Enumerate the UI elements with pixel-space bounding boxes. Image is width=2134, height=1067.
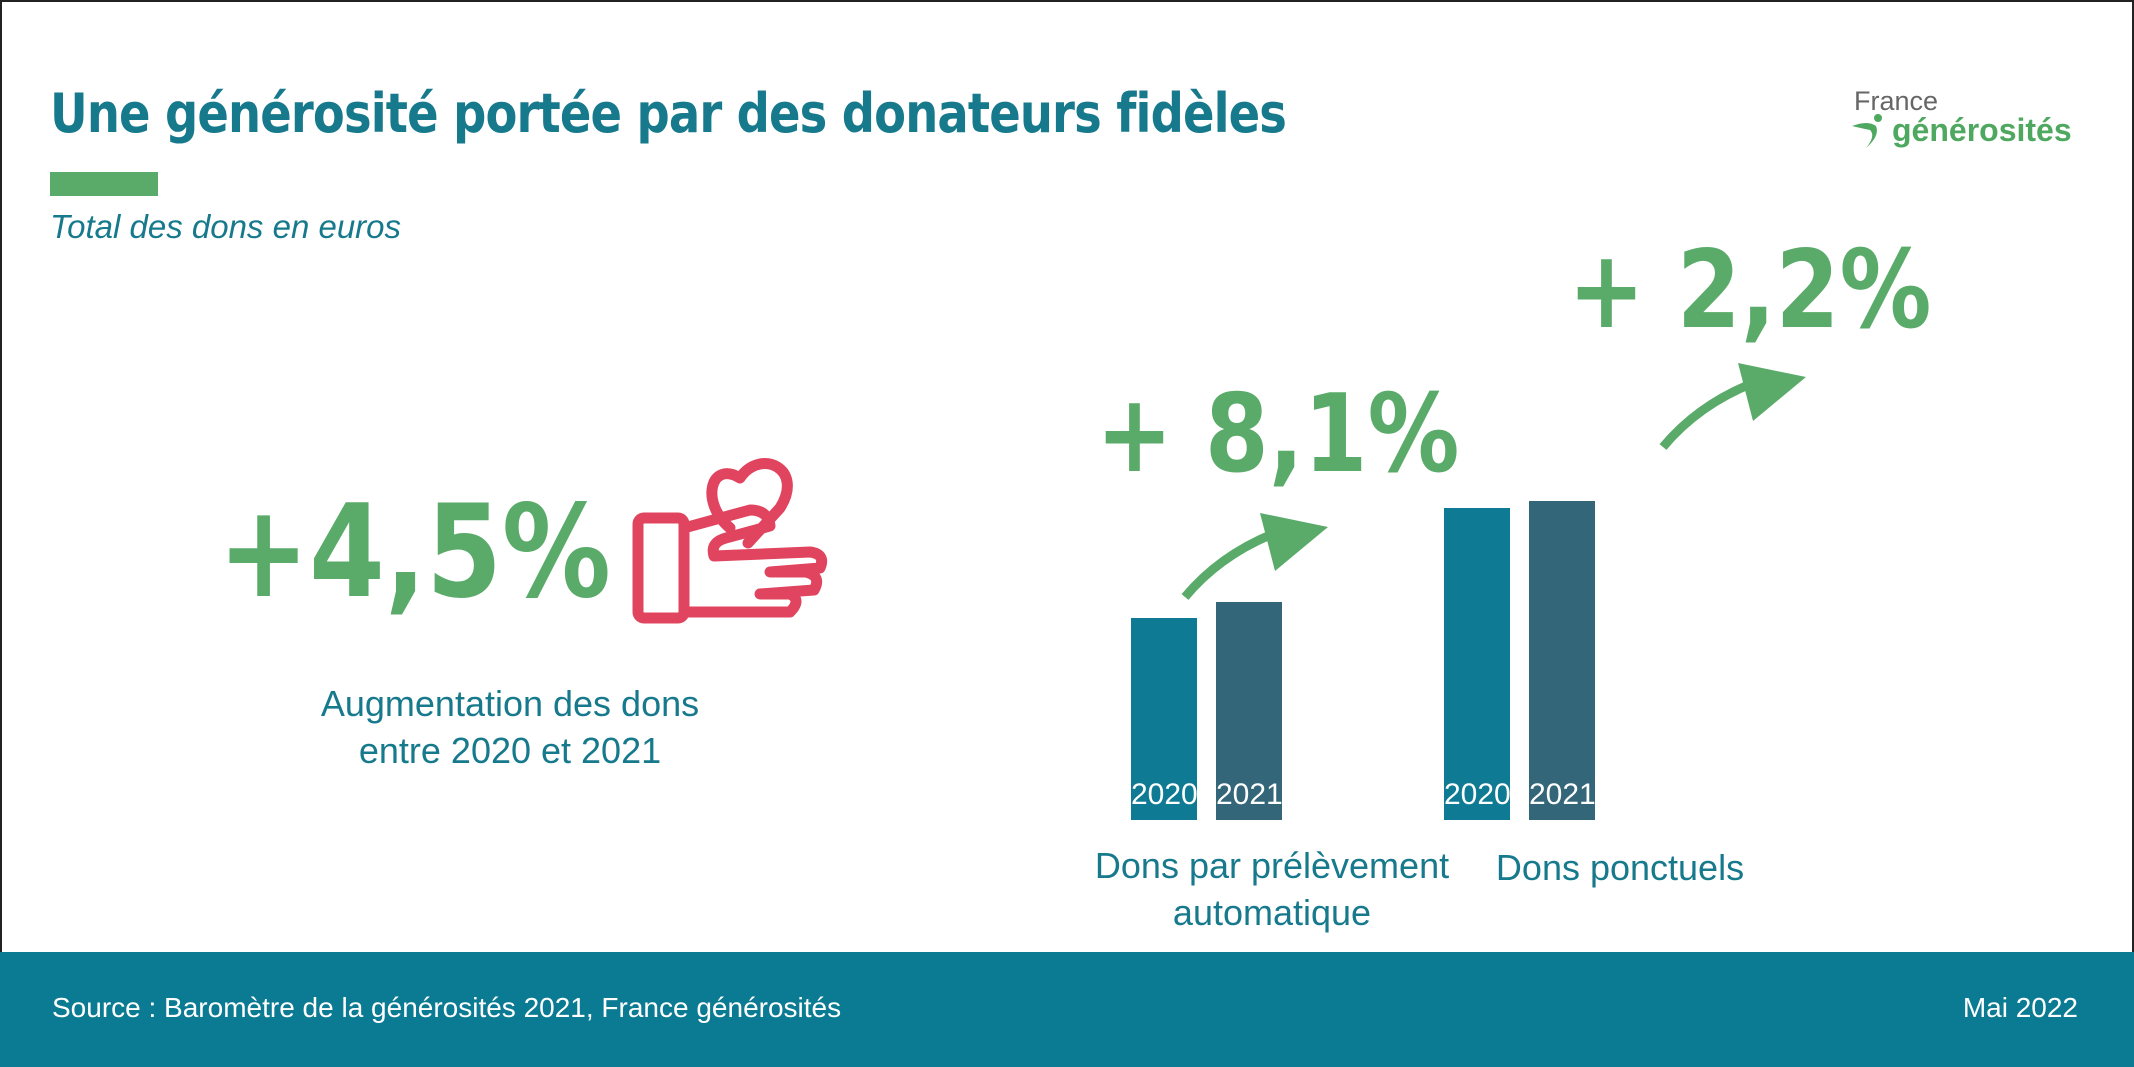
- page-title: Une générosité portée par des donateurs …: [50, 82, 1287, 145]
- logo-line2: générosités: [1892, 112, 2072, 148]
- footer-band: Source : Baromètre de la générosités 202…: [0, 952, 2134, 1067]
- date-text: Mai 2022: [1962, 992, 2078, 1023]
- bar-year-label: 2020: [1131, 778, 1198, 811]
- bar-2021: 2021: [1529, 501, 1596, 820]
- headline-value: +4,5%: [218, 478, 611, 627]
- bar-year-label: 2021: [1529, 777, 1596, 811]
- group-label-line2: automatique: [1172, 892, 1372, 933]
- group-label-ponctuels: Dons ponctuels: [1420, 844, 1820, 891]
- bar-2020: 2020: [1444, 507, 1511, 820]
- bar-2021: 2021: [1216, 601, 1283, 820]
- title-accent-bar: [50, 172, 158, 196]
- france-generosites-logo: France générosités: [1850, 86, 2090, 156]
- subtitle: Total des dons en euros: [50, 208, 402, 245]
- change-label-ponctuels: + 2,2%: [1568, 228, 1932, 353]
- group-label-line1: Dons par prélèvement: [1094, 845, 1450, 886]
- change-label-prelevement: + 8,1%: [1096, 372, 1460, 497]
- description-line1: Augmentation des dons: [320, 683, 700, 724]
- bar-year-label: 2021: [1216, 777, 1283, 811]
- bar-2020: 2020: [1131, 618, 1198, 820]
- logo-line1: France: [1854, 86, 1939, 116]
- headline-description: Augmentation des dons entre 2020 et 2021: [260, 680, 760, 774]
- arrow-up-icon: [1659, 363, 1806, 450]
- logo-figure-icon: [1852, 114, 1882, 148]
- source-text: Source : Baromètre de la générosités 202…: [52, 992, 842, 1023]
- hand-giving-heart-icon: [632, 458, 828, 624]
- arrow-up-icon: [1181, 513, 1328, 600]
- group-label-line1: Dons ponctuels: [1495, 847, 1745, 888]
- bar-year-label: 2020: [1444, 777, 1511, 811]
- group-label-prelevement: Dons par prélèvement automatique: [1022, 842, 1522, 936]
- description-line2: entre 2020 et 2021: [358, 730, 662, 771]
